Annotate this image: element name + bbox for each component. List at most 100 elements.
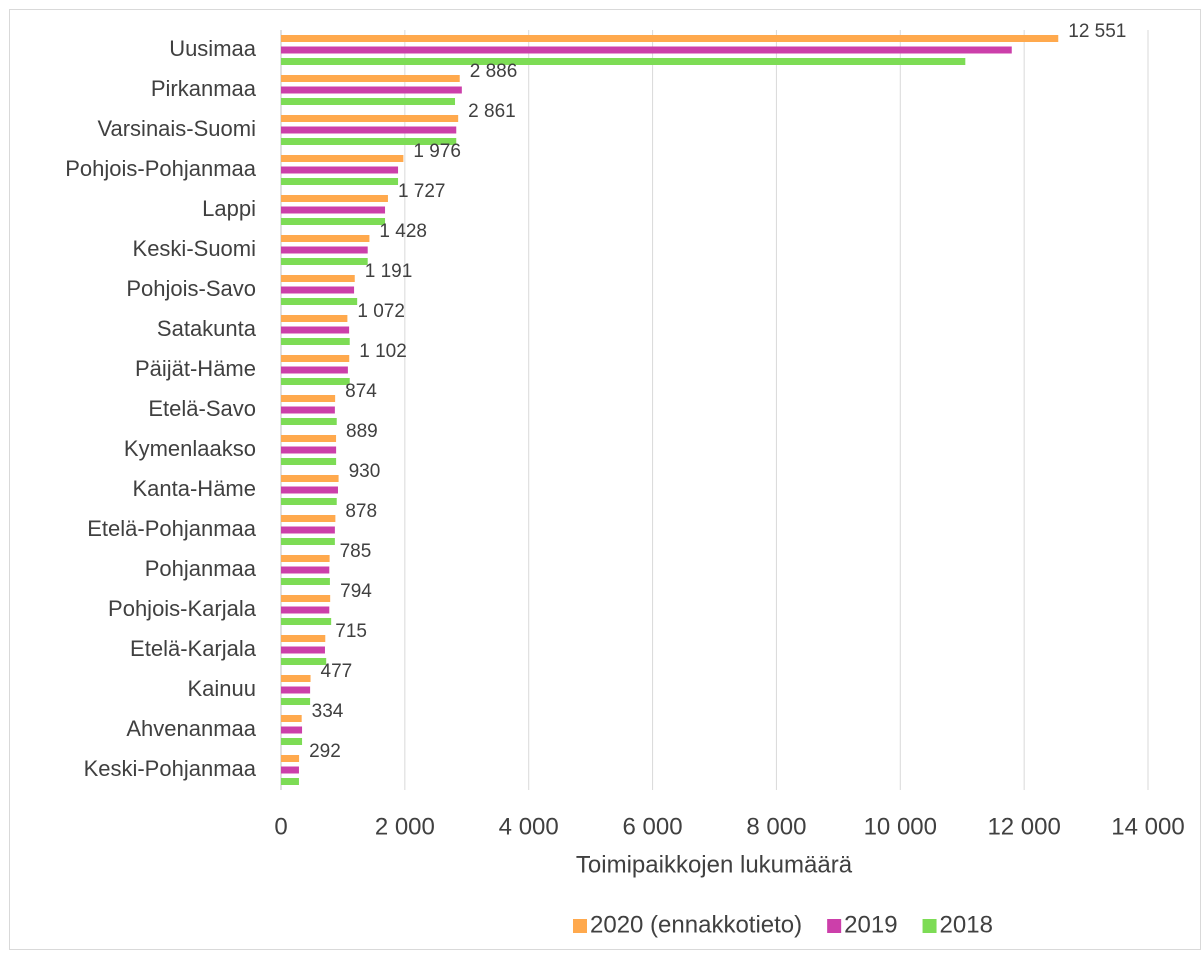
bar (281, 195, 388, 202)
value-label: 334 (312, 701, 344, 722)
bar (281, 286, 355, 294)
value-label: 2 861 (468, 101, 516, 122)
y-tick-label: Uusimaa (169, 36, 257, 61)
value-label: 878 (345, 501, 377, 522)
bar (281, 486, 338, 494)
bar (281, 578, 330, 585)
bar (281, 206, 386, 214)
x-tick-label: 0 (274, 813, 287, 840)
bar (281, 458, 337, 465)
bar (281, 555, 330, 562)
bar (281, 658, 327, 665)
bar (281, 58, 966, 65)
legend-swatch (922, 919, 937, 933)
y-tick-label: Pohjois-Karjala (108, 596, 257, 621)
bar (281, 475, 339, 482)
bar (281, 418, 337, 425)
bar (281, 235, 370, 242)
bar (281, 566, 330, 574)
legend-swatch (573, 919, 587, 933)
value-label: 477 (321, 661, 353, 682)
y-tick-label: Keski-Pohjanmaa (84, 756, 257, 781)
value-label: 794 (340, 581, 372, 602)
value-label: 930 (349, 461, 381, 482)
bar (281, 515, 336, 522)
bar (281, 338, 350, 345)
bar (281, 366, 348, 374)
bar (281, 766, 299, 774)
bar (281, 35, 1059, 42)
bar (281, 446, 337, 454)
bar (281, 46, 1012, 54)
chart-border (9, 9, 1201, 950)
x-tick-label: 4 000 (499, 813, 559, 840)
bar (281, 538, 335, 545)
bar (281, 606, 330, 614)
bar (281, 526, 335, 534)
y-tick-label: Satakunta (157, 316, 257, 341)
bar (281, 355, 350, 362)
x-tick-label: 8 000 (746, 813, 806, 840)
bar (281, 275, 355, 282)
bar (281, 75, 460, 82)
x-axis-title: Toimipaikkojen lukumäärä (576, 851, 853, 878)
bar (281, 738, 303, 745)
bar (281, 715, 302, 722)
bar (281, 298, 358, 305)
value-label: 785 (340, 541, 372, 562)
legend-label: 2020 (ennakkotieto) (590, 911, 802, 938)
bar (281, 258, 368, 265)
bar (281, 218, 386, 225)
y-tick-label: Keski-Suomi (133, 236, 256, 261)
x-tick-label: 2 000 (375, 813, 435, 840)
legend-label: 2018 (940, 911, 993, 938)
bar (281, 395, 336, 402)
value-label: 1 102 (359, 341, 407, 362)
value-label: 292 (309, 741, 341, 762)
bar (281, 498, 337, 505)
bar (281, 98, 456, 105)
y-tick-label: Etelä-Savo (148, 396, 256, 421)
y-tick-label: Etelä-Karjala (130, 636, 257, 661)
bar (281, 618, 332, 625)
value-label: 874 (345, 381, 377, 402)
y-tick-label: Lappi (202, 196, 256, 221)
value-label: 12 551 (1068, 21, 1126, 42)
value-label: 1 976 (413, 141, 461, 162)
bar (281, 326, 350, 334)
legend-label: 2019 (844, 911, 897, 938)
bar (281, 178, 399, 185)
bar (281, 635, 326, 642)
y-tick-label: Pohjois-Savo (126, 276, 256, 301)
bar (281, 138, 457, 145)
bar (281, 778, 299, 785)
value-label: 715 (335, 621, 367, 642)
bar (281, 315, 348, 322)
value-label: 1 072 (357, 301, 405, 322)
y-tick-label: Päijät-Häme (135, 356, 256, 381)
y-tick-label: Varsinais-Suomi (97, 116, 256, 141)
bar (281, 755, 300, 762)
y-tick-label: Kymenlaakso (124, 436, 256, 461)
y-tick-label: Kainuu (187, 676, 256, 701)
bar (281, 246, 368, 254)
bar (281, 435, 337, 442)
bar (281, 378, 350, 385)
bar (281, 698, 311, 705)
bar (281, 126, 457, 134)
value-label: 1 191 (365, 261, 413, 282)
value-label: 1 727 (398, 181, 446, 202)
bar (281, 646, 325, 654)
value-label: 2 886 (470, 61, 518, 82)
y-tick-label: Pirkanmaa (151, 76, 257, 101)
bar (281, 115, 459, 122)
x-tick-label: 10 000 (864, 813, 937, 840)
bar (281, 86, 462, 94)
x-tick-label: 12 000 (987, 813, 1060, 840)
bar (281, 675, 311, 682)
y-tick-label: Ahvenanmaa (126, 716, 256, 741)
bar (281, 155, 404, 162)
bar (281, 406, 335, 414)
bar (281, 686, 311, 694)
